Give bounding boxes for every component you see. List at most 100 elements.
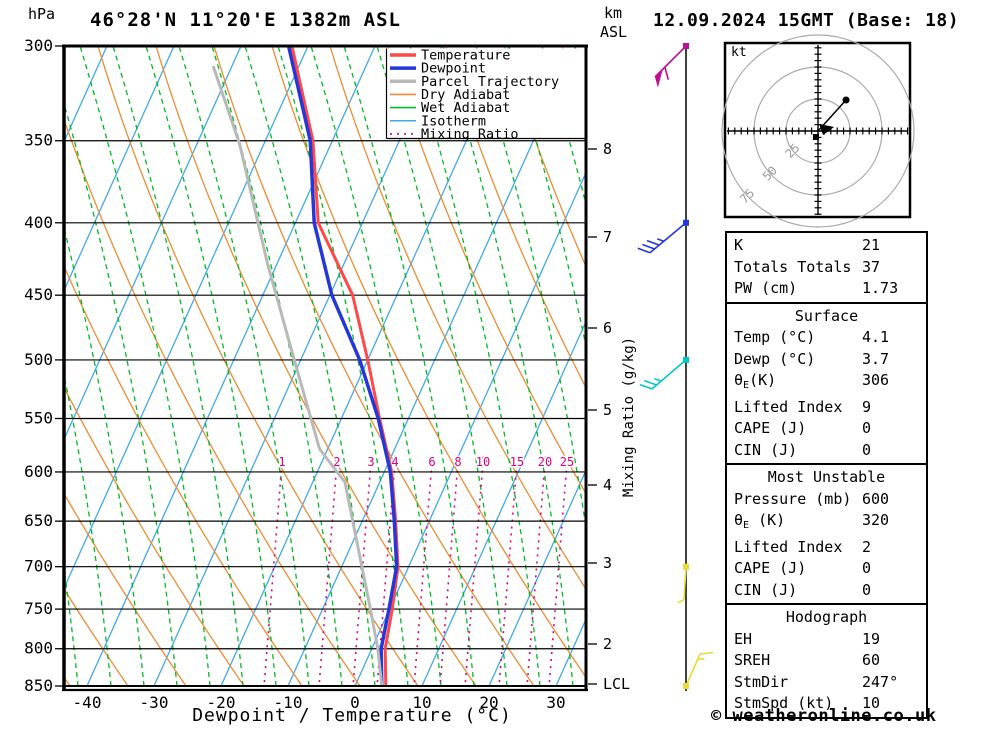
temp-tick-label: -20 <box>207 693 236 712</box>
mixing-ratio-value: 8 <box>454 455 461 469</box>
index-value: 37 <box>862 257 881 276</box>
temp-tick-label: -30 <box>140 693 169 712</box>
index-value: 3.7 <box>862 349 890 368</box>
hodograph-square-marker <box>812 134 819 141</box>
index-row: θE (K) 320 <box>727 510 926 537</box>
index-label: Temp (°C) <box>734 328 816 346</box>
temperature-axis-label: Dewpoint / Temperature (°C) <box>192 705 512 726</box>
mixing-ratio-value: 2 <box>333 455 340 469</box>
isotherm-line <box>153 47 443 686</box>
height-axis-unit: km <box>604 4 623 22</box>
km-tick-label: 4 <box>603 476 612 494</box>
index-row: StmSpd (kt) 10 <box>727 693 926 715</box>
index-row: K 21 <box>727 235 926 257</box>
index-label: Lifted Index <box>734 537 843 556</box>
station-dot <box>683 43 689 49</box>
isotherm-line <box>64 47 108 144</box>
wet-adiabat-line <box>277 47 409 686</box>
index-value: 0 <box>862 419 872 437</box>
index-row: EH 19 <box>727 629 926 651</box>
index-label: θE(K) <box>734 371 777 391</box>
isotherm-line <box>354 171 586 686</box>
mixing-ratio-line <box>498 454 519 686</box>
indices-section: K 21 Totals Totals 37 PW (cm) 1.73 <box>725 231 928 304</box>
isotherm-line <box>64 47 309 590</box>
pressure-tick-label: 550 <box>24 408 53 427</box>
legend-box <box>386 48 585 139</box>
index-value: 1.73 <box>862 279 899 297</box>
lcl-label: LCL <box>603 675 630 693</box>
index-value: 247° <box>862 672 899 691</box>
wet-adiabat-line <box>112 47 244 686</box>
pressure-tick-label: 300 <box>24 36 53 55</box>
km-tick-label: 6 <box>603 319 612 337</box>
pressure-tick-label: 500 <box>24 350 53 369</box>
index-row: Lifted Index 9 <box>727 397 926 419</box>
isotherm-line <box>64 47 175 293</box>
isotherm-line <box>287 47 577 686</box>
index-value: 21 <box>862 236 881 254</box>
index-value: 0 <box>862 580 872 599</box>
isotherm-line <box>86 47 376 686</box>
index-label: Dewp (°C) <box>734 349 816 368</box>
km-tick-label: 5 <box>603 401 612 419</box>
station-dot <box>683 219 689 226</box>
wind-barb <box>654 43 689 88</box>
indices-table: K 21 Totals Totals 37 PW (cm) 1.73 Surface Temp… <box>725 231 928 719</box>
mixing-ratio-axis-label: Mixing Ratio (g/kg) <box>621 336 637 498</box>
index-label: CAPE (J) <box>734 559 807 577</box>
temp-tick-label: 20 <box>479 693 498 712</box>
index-value: 60 <box>862 651 881 669</box>
index-label: StmDir <box>734 672 789 691</box>
mixing-ratio-value: 25 <box>560 455 574 469</box>
mixing-ratio-value: 4 <box>391 455 398 469</box>
index-value: 4.1 <box>862 328 890 346</box>
station-dot <box>683 563 689 570</box>
run-date-label: 12.09.2024 15GMT (Base: 18) <box>653 10 960 31</box>
mixing-ratio-value: 15 <box>510 455 524 469</box>
mixing-ratio-line <box>548 454 569 686</box>
mixing-ratio-line <box>526 454 547 686</box>
section-header: Most Unstable <box>767 468 886 486</box>
dry-adiabat-line <box>97 47 419 686</box>
section-header: Hodograph <box>785 608 868 626</box>
pressure-tick-label: 350 <box>24 131 53 150</box>
mixing-ratio-value: 6 <box>428 455 435 469</box>
index-label: SREH <box>734 651 771 669</box>
index-value: 600 <box>862 489 890 508</box>
index-value: 0 <box>862 440 872 459</box>
dry-adiabat-line <box>155 47 477 686</box>
legend-label: Temperature <box>421 48 510 64</box>
legend-label: Dewpoint <box>421 61 486 77</box>
legend-label: Dry Adiabat <box>421 87 510 103</box>
indices-section: Hodograph EH 19 SREH 60 StmDir 247° StmSpd (kt)… <box>725 603 928 719</box>
index-value: 9 <box>862 397 872 416</box>
indices-section: Most Unstable Pressure (mb) 600 θE (K) 320 Li… <box>725 463 928 605</box>
wet-adiabat-line <box>310 47 442 686</box>
index-row: CAPE (J) 0 <box>727 418 926 440</box>
index-value: 19 <box>862 629 881 648</box>
wind-barb <box>677 563 689 604</box>
index-row: CAPE (J) 0 <box>727 558 926 580</box>
index-value: 0 <box>862 559 872 577</box>
height-axis-asl: ASL <box>600 23 628 41</box>
index-label: EH <box>734 629 753 648</box>
dry-adiabat-line <box>64 386 245 686</box>
index-label: K <box>734 236 744 254</box>
pressure-tick-label: 450 <box>24 285 53 304</box>
index-row: SREH 60 <box>727 650 926 672</box>
mixing-ratio-line <box>318 454 339 686</box>
wind-barb <box>683 651 714 689</box>
index-row: CIN (J) 0 <box>727 580 926 602</box>
hodograph-ring <box>721 34 915 228</box>
index-label: CIN (J) <box>734 440 798 459</box>
mixing-ratio-value: 20 <box>538 455 552 469</box>
page-title: 46°28'N 11°20'E 1382m ASL <box>90 9 401 31</box>
station-dot <box>683 356 689 363</box>
legend-label: Wet Adiabat <box>421 100 510 116</box>
legend-label: Isotherm <box>421 113 486 129</box>
station-dot <box>683 683 689 689</box>
